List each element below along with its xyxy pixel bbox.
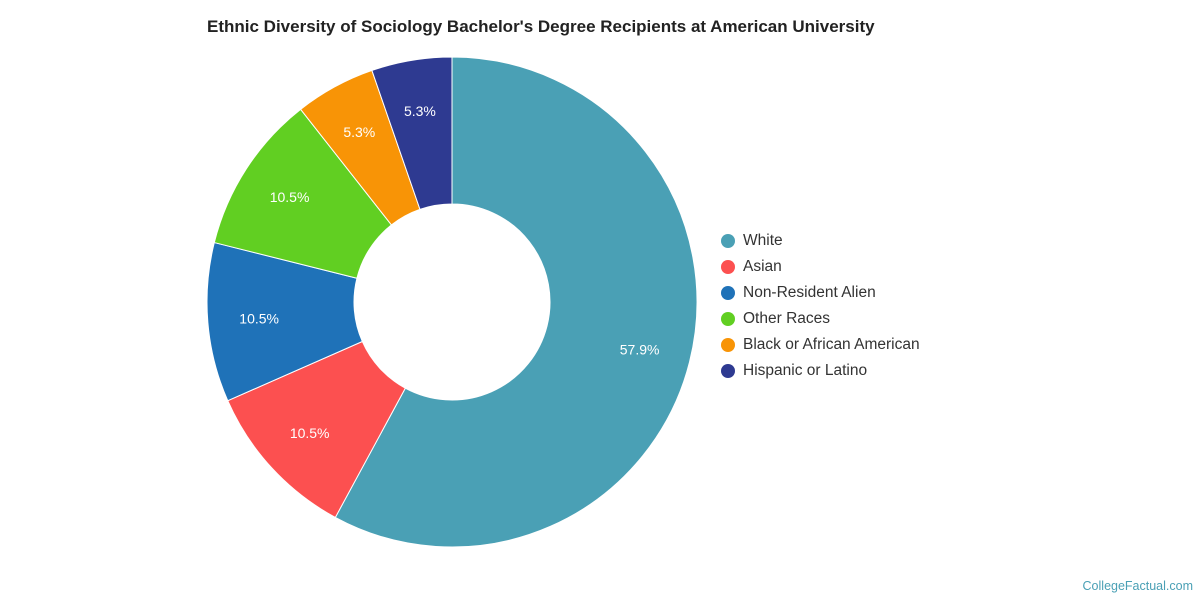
legend-marker-icon <box>721 234 735 248</box>
data-label: 57.9% <box>620 342 660 358</box>
legend-item[interactable]: White <box>721 228 920 254</box>
legend-marker-icon <box>721 364 735 378</box>
data-label: 10.5% <box>290 425 330 441</box>
legend-marker-icon <box>721 286 735 300</box>
legend-item[interactable]: Asian <box>721 254 920 280</box>
legend-label: Asian <box>743 258 782 275</box>
slice-white[interactable] <box>334 56 698 548</box>
slice-hispanic-or-latino[interactable] <box>371 56 453 211</box>
legend-label: White <box>743 232 783 249</box>
chart-title: Ethnic Diversity of Sociology Bachelor's… <box>207 17 875 36</box>
data-label: 5.3% <box>343 124 375 140</box>
legend-label: Hispanic or Latino <box>743 362 868 379</box>
legend-marker-icon <box>721 338 735 352</box>
data-label: 10.5% <box>239 310 279 326</box>
legend: White Asian Non-Resident Alien Other Races B… <box>721 228 920 384</box>
legend-label: Black or African American <box>743 336 920 353</box>
data-label: 5.3% <box>404 103 436 119</box>
slice-non-resident-alien[interactable] <box>206 241 363 402</box>
credit-link[interactable]: CollegeFactual.com <box>1082 579 1193 593</box>
legend-item[interactable]: Black or African American <box>721 332 920 358</box>
legend-item[interactable]: Other Races <box>721 306 920 332</box>
legend-item[interactable]: Hispanic or Latino <box>721 358 920 384</box>
slice-asian[interactable] <box>227 340 407 519</box>
legend-label: Non-Resident Alien <box>743 284 876 301</box>
slice-other-races[interactable] <box>213 108 393 279</box>
legend-marker-icon <box>721 312 735 326</box>
legend-marker-icon <box>721 260 735 274</box>
legend-label: Other Races <box>743 310 831 327</box>
legend-item[interactable]: Non-Resident Alien <box>721 280 920 306</box>
data-label: 10.5% <box>270 189 310 205</box>
